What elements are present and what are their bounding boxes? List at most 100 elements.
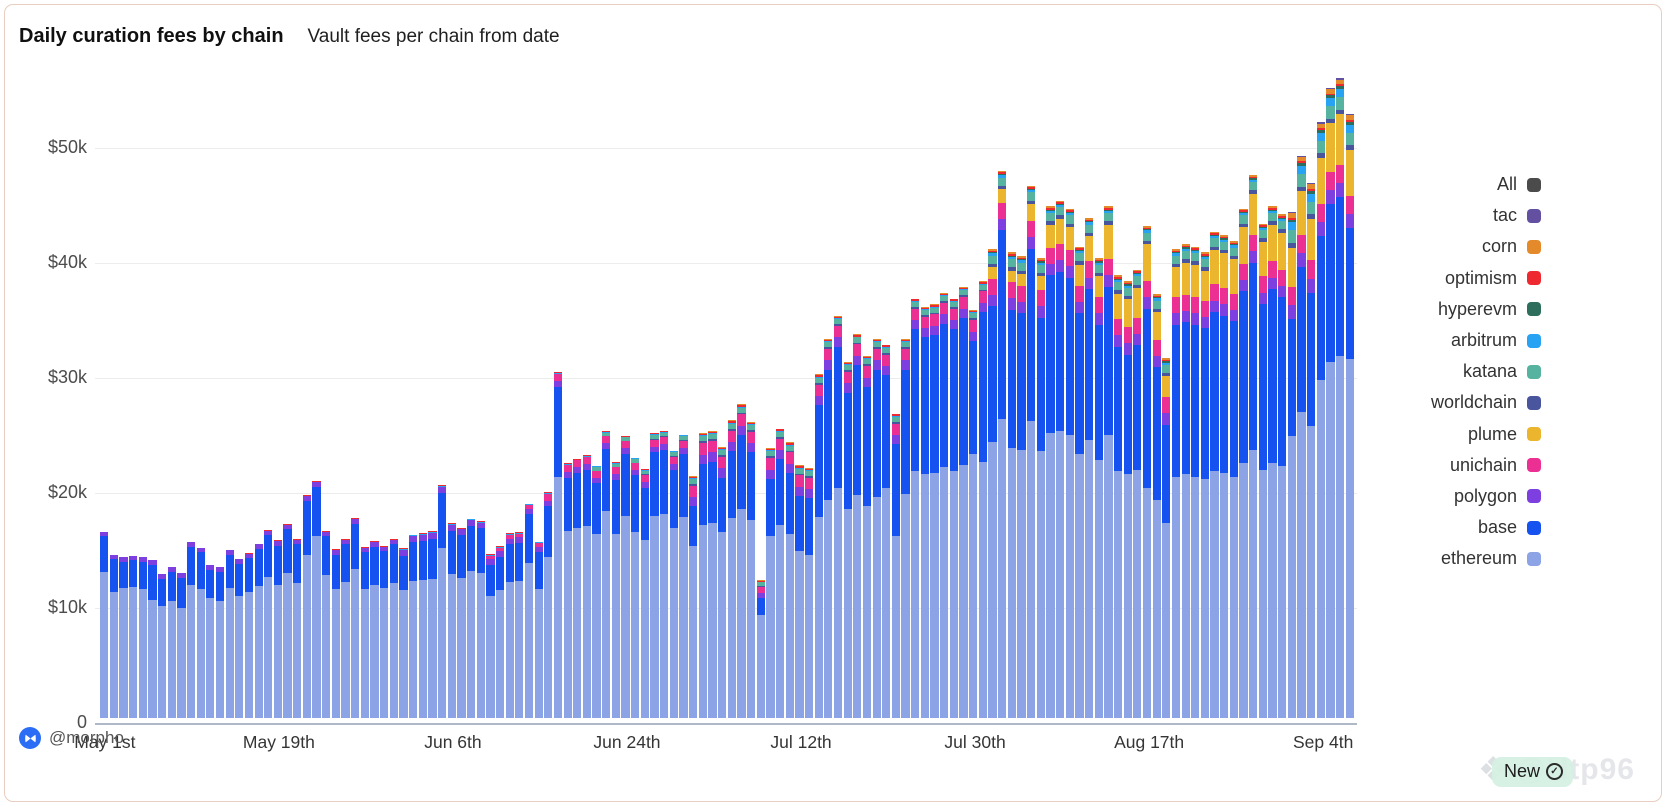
stacked-bar-day-113[interactable]: [1191, 246, 1201, 718]
stacked-bar-day-89[interactable]: [959, 287, 969, 718]
stacked-bar-day-72[interactable]: [795, 465, 805, 718]
stacked-bar-day-95[interactable]: [1017, 255, 1027, 718]
stacked-bar-day-124[interactable]: [1297, 155, 1307, 718]
stacked-bar-day-116[interactable]: [1220, 235, 1230, 718]
stacked-bar-day-18[interactable]: [273, 540, 284, 718]
legend-item-tac[interactable]: tac: [1431, 200, 1541, 231]
stacked-bar-day-105[interactable]: [1113, 275, 1124, 718]
stacked-bar-day-36[interactable]: [447, 523, 458, 718]
legend-item-polygon[interactable]: polygon: [1431, 481, 1541, 512]
stacked-bar-day-53[interactable]: [611, 462, 622, 718]
stacked-bar-day-48[interactable]: [563, 463, 574, 718]
stacked-bar-day-64[interactable]: [718, 446, 728, 718]
legend-item-hyperevm[interactable]: hyperevm: [1431, 294, 1541, 325]
stacked-bar-day-74[interactable]: [814, 374, 825, 718]
stacked-bar-day-88[interactable]: [949, 298, 960, 718]
stacked-bar-day-92[interactable]: [988, 248, 998, 718]
stacked-bar-day-43[interactable]: [515, 532, 525, 718]
stacked-bar-day-120[interactable]: [1258, 223, 1269, 718]
stacked-bar-day-26[interactable]: [351, 518, 361, 718]
stacked-bar-day-106[interactable]: [1123, 281, 1134, 718]
stacked-bar-day-46[interactable]: [544, 492, 554, 718]
stacked-bar-day-93[interactable]: [998, 170, 1008, 718]
stacked-bar-day-117[interactable]: [1229, 240, 1240, 718]
stacked-bar-day-28[interactable]: [370, 541, 380, 718]
stacked-bar-day-91[interactable]: [978, 281, 989, 718]
stacked-bar-day-31[interactable]: [399, 548, 409, 718]
legend-item-optimism[interactable]: optimism: [1431, 263, 1541, 294]
stacked-bar-day-2[interactable]: [119, 557, 129, 718]
legend-item-arbitrum[interactable]: arbitrum: [1431, 325, 1541, 356]
stacked-bar-day-33[interactable]: [418, 533, 429, 718]
stacked-bar-day-20[interactable]: [293, 538, 303, 718]
stacked-bar-day-118[interactable]: [1239, 208, 1249, 718]
stacked-bar-day-121[interactable]: [1268, 206, 1278, 718]
stacked-bar-day-14[interactable]: [235, 559, 245, 718]
stacked-bar-day-80[interactable]: [872, 338, 883, 718]
stacked-bar-day-73[interactable]: [804, 467, 815, 718]
stacked-bar-day-119[interactable]: [1249, 175, 1259, 718]
stacked-bar-day-42[interactable]: [505, 533, 516, 718]
stacked-bar-day-23[interactable]: [322, 530, 332, 718]
stacked-bar-day-32[interactable]: [409, 534, 419, 718]
stacked-bar-day-41[interactable]: [495, 546, 506, 718]
stacked-bar-day-110[interactable]: [1162, 358, 1172, 718]
stacked-bar-day-125[interactable]: [1307, 183, 1317, 718]
stacked-bar-day-34[interactable]: [428, 531, 438, 718]
stacked-bar-day-129[interactable]: [1345, 114, 1356, 718]
legend-item-corn[interactable]: corn: [1431, 231, 1541, 262]
stacked-bar-day-21[interactable]: [302, 495, 313, 718]
stacked-bar-day-10[interactable]: [196, 547, 207, 718]
stacked-bar-day-7[interactable]: [167, 567, 178, 718]
stacked-bar-day-11[interactable]: [206, 565, 216, 718]
stacked-bar-day-111[interactable]: [1171, 248, 1182, 718]
stacked-bar-day-90[interactable]: [969, 310, 979, 718]
legend-item-unichain[interactable]: unichain: [1431, 450, 1541, 481]
stacked-bar-day-8[interactable]: [177, 573, 187, 718]
stacked-bar-day-61[interactable]: [689, 475, 699, 718]
stacked-bar-day-35[interactable]: [437, 485, 448, 718]
stacked-bar-day-83[interactable]: [901, 338, 911, 718]
stacked-bar-day-77[interactable]: [843, 361, 854, 718]
stacked-bar-day-56[interactable]: [640, 469, 651, 718]
stacked-bar-day-103[interactable]: [1094, 258, 1105, 718]
stacked-bar-day-12[interactable]: [215, 567, 226, 718]
legend-item-worldchain[interactable]: worldchain: [1431, 387, 1541, 418]
stacked-bar-day-60[interactable]: [679, 434, 689, 718]
stacked-bar-day-71[interactable]: [785, 442, 796, 718]
stacked-bar-day-17[interactable]: [264, 529, 274, 718]
stacked-bar-day-84[interactable]: [911, 298, 921, 718]
stacked-bar-day-112[interactable]: [1181, 244, 1192, 718]
stacked-bar-day-29[interactable]: [380, 545, 390, 718]
stacked-bar-day-123[interactable]: [1287, 211, 1298, 718]
stacked-bar-day-52[interactable]: [602, 431, 612, 718]
stacked-bar-day-51[interactable]: [592, 465, 602, 718]
stacked-bar-day-57[interactable]: [650, 433, 660, 718]
stacked-bar-day-49[interactable]: [573, 458, 583, 718]
stacked-bar-day-94[interactable]: [1007, 252, 1018, 718]
stacked-bar-day-76[interactable]: [833, 315, 844, 718]
stacked-bar-day-122[interactable]: [1278, 214, 1288, 718]
stacked-bar-day-6[interactable]: [157, 574, 168, 718]
stacked-bar-day-54[interactable]: [621, 435, 631, 718]
stacked-bar-day-13[interactable]: [225, 550, 236, 718]
stacked-bar-day-81[interactable]: [882, 344, 892, 718]
stacked-bar-day-30[interactable]: [389, 538, 400, 718]
stacked-bar-day-97[interactable]: [1036, 258, 1047, 718]
stacked-bar-day-27[interactable]: [360, 547, 371, 718]
stacked-bar-day-4[interactable]: [138, 557, 149, 718]
legend-item-katana[interactable]: katana: [1431, 356, 1541, 387]
stacked-bar-day-85[interactable]: [920, 306, 931, 718]
stacked-bar-day-101[interactable]: [1075, 246, 1085, 718]
stacked-bar-day-65[interactable]: [727, 420, 738, 718]
stacked-bar-day-3[interactable]: [128, 555, 139, 718]
stacked-bar-day-44[interactable]: [524, 503, 535, 718]
stacked-bar-day-62[interactable]: [698, 433, 709, 718]
stacked-bar-day-115[interactable]: [1210, 231, 1220, 718]
stacked-bar-day-0[interactable]: [100, 531, 110, 718]
legend-item-all[interactable]: All: [1431, 169, 1541, 200]
stacked-bar-day-58[interactable]: [660, 431, 670, 718]
stacked-bar-day-66[interactable]: [737, 404, 747, 718]
stacked-bar-day-24[interactable]: [331, 549, 342, 718]
stacked-bar-day-102[interactable]: [1084, 217, 1095, 718]
